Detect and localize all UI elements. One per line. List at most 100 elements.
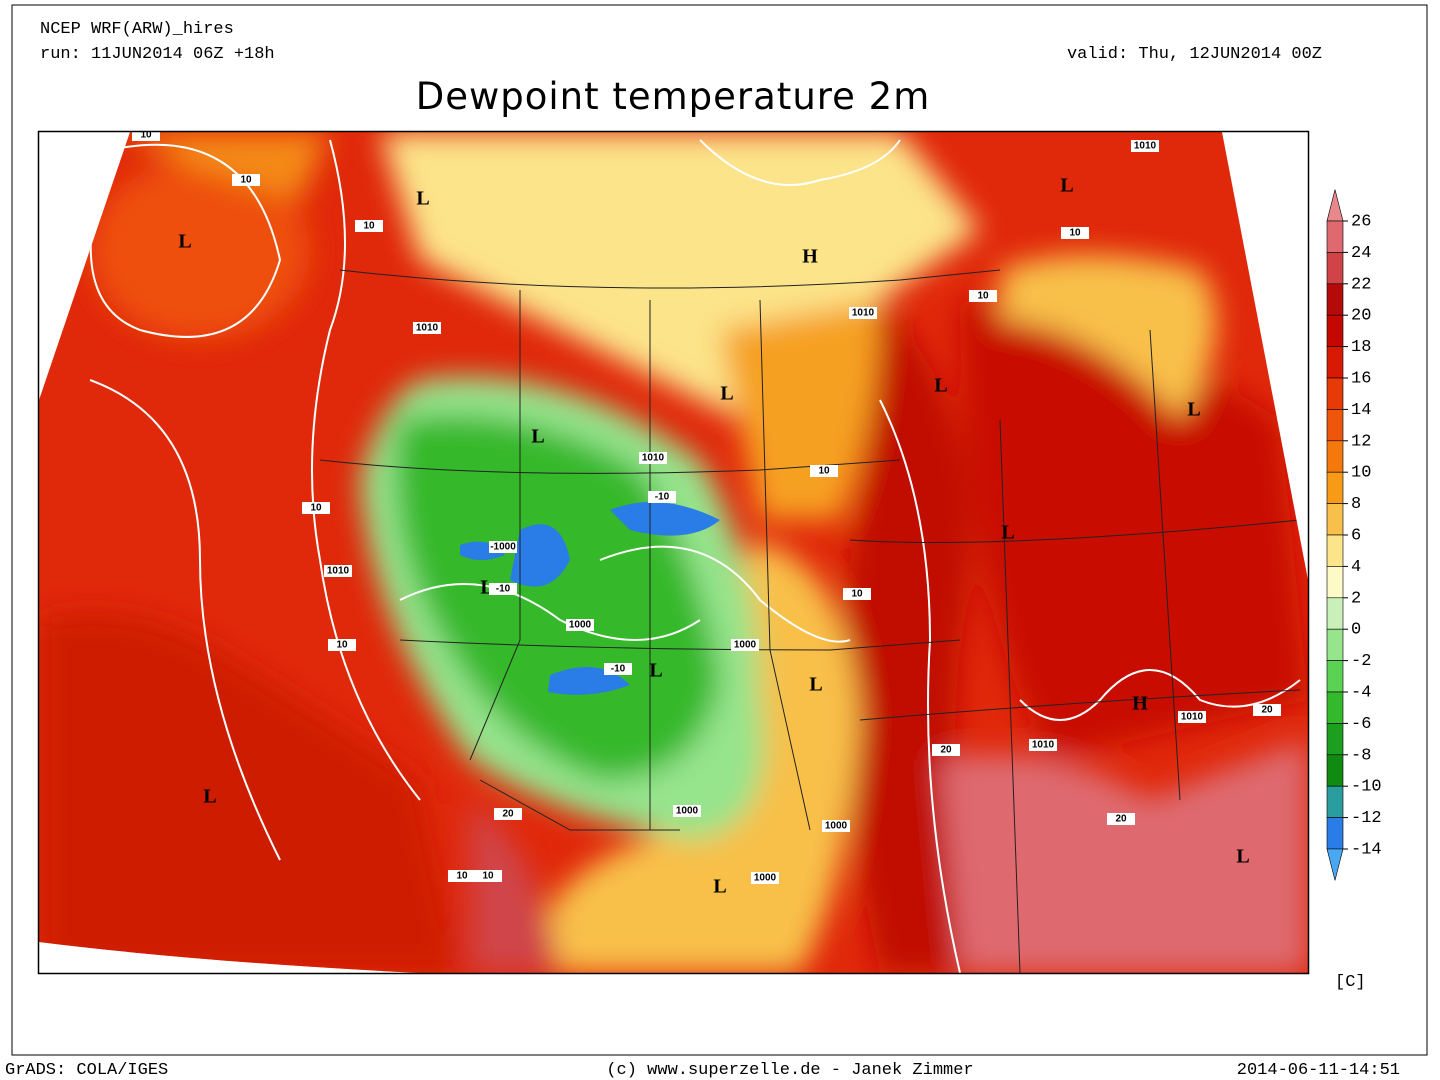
colorbar-bin xyxy=(1326,409,1344,442)
colorbar-label: 16 xyxy=(1351,369,1371,388)
colorbar-bin xyxy=(1326,817,1344,850)
contour-label-bg xyxy=(751,872,779,884)
contour-label: 1010 xyxy=(416,323,439,334)
colorbar-bin xyxy=(1326,785,1344,818)
contour-label: 10 xyxy=(482,871,494,882)
low-dewpoint-area xyxy=(610,502,720,536)
colorbar-bin xyxy=(1326,660,1344,693)
contour-label: 10 xyxy=(336,640,348,651)
colorbar-label: 14 xyxy=(1351,401,1371,420)
contour-label: 1010 xyxy=(327,566,350,577)
contour-label: 1010 xyxy=(1134,141,1157,152)
colorbar-label: -8 xyxy=(1351,746,1371,765)
colorbar-bin xyxy=(1326,252,1344,285)
contour-label: 1010 xyxy=(852,308,875,319)
state-borders xyxy=(319,269,1301,973)
pressure-center: L xyxy=(416,188,429,210)
contour-label-bg xyxy=(489,583,517,595)
colorbar-bin xyxy=(1326,503,1344,536)
colorbar-label: 20 xyxy=(1351,307,1371,326)
colorbar-label: 4 xyxy=(1351,558,1361,577)
contour-label-bg xyxy=(328,639,356,651)
colorbar-bin xyxy=(1326,314,1344,347)
run-time: run: 11JUN2014 06Z +18h xyxy=(40,45,275,64)
pressure-centers: L L H L L L L L L L L L H L L L xyxy=(178,175,1249,898)
contour-label: 1010 xyxy=(1181,712,1204,723)
pressure-center: L xyxy=(178,231,191,253)
field-shading xyxy=(39,132,1308,973)
pressure-center: L xyxy=(934,375,947,397)
contour-label: 20 xyxy=(1261,705,1273,716)
contour-label: -10 xyxy=(655,492,670,503)
pressure-center: L xyxy=(1236,846,1249,868)
pressure-center: L xyxy=(720,383,733,405)
colorbar-bin xyxy=(1326,628,1344,661)
colorbar-label: 26 xyxy=(1351,212,1371,231)
colorbar-label: 2 xyxy=(1351,589,1361,608)
colorbar-bin xyxy=(1326,440,1344,473)
contour-label-bg xyxy=(1029,739,1057,751)
colorbar-label: 12 xyxy=(1351,432,1371,451)
contour-label: 1000 xyxy=(569,620,592,631)
contour-label: 10 xyxy=(818,466,830,477)
contour-label: 1000 xyxy=(754,873,777,884)
low-dewpoint-area xyxy=(510,524,570,587)
contour-label: 10 xyxy=(851,589,863,600)
pressure-center: L xyxy=(649,660,662,682)
contour-label: 10 xyxy=(140,130,152,141)
colorbar-end xyxy=(1326,189,1344,222)
outer-frame xyxy=(11,4,1428,1056)
pressure-center: L xyxy=(1001,522,1014,544)
contour-label-bg xyxy=(932,744,960,756)
footer-center: (c) www.superzelle.de - Janek Zimmer xyxy=(606,1061,973,1080)
contour-label-bg xyxy=(132,132,160,141)
colorbar-bin xyxy=(1326,220,1344,253)
contour-label: -10 xyxy=(496,584,511,595)
isobars xyxy=(89,139,1301,973)
colorbar-bin xyxy=(1326,597,1344,630)
contour-label: 1000 xyxy=(825,821,848,832)
contour-label-bg xyxy=(731,639,759,651)
contour-label: 20 xyxy=(1115,814,1127,825)
unit-label: [C] xyxy=(1335,973,1366,992)
contour-label-bg xyxy=(604,663,632,675)
colorbar-label: 24 xyxy=(1351,244,1371,263)
colorbar-bin xyxy=(1326,566,1344,599)
colorbar-bin xyxy=(1326,723,1344,756)
pressure-center: H xyxy=(1132,693,1148,715)
map-frame xyxy=(37,130,1310,975)
colorbar-label: -14 xyxy=(1351,840,1382,859)
pressure-center: L xyxy=(809,674,822,696)
colorbar-bin xyxy=(1326,283,1344,316)
pressure-center: L xyxy=(203,786,216,808)
contour-labels: 1010101010101010101010101010100010001000… xyxy=(132,130,1281,884)
contour-label: 1000 xyxy=(676,806,699,817)
pressure-center: L xyxy=(531,426,544,448)
contour-label-bg xyxy=(1061,227,1089,239)
contour-label-bg xyxy=(969,290,997,302)
contour-label-bg xyxy=(843,588,871,600)
colorbar-label: 18 xyxy=(1351,338,1371,357)
pressure-center: H xyxy=(802,246,818,268)
colorbar-label: 0 xyxy=(1351,621,1361,640)
colorbar-label: -10 xyxy=(1351,778,1382,797)
contour-label: 20 xyxy=(502,809,514,820)
contour-label-bg xyxy=(1131,140,1159,152)
colorbar-label: 6 xyxy=(1351,526,1361,545)
contour-label-bg xyxy=(413,322,441,334)
contour-label-bg xyxy=(673,805,701,817)
contour-label: 10 xyxy=(240,175,252,186)
colorbar-bin xyxy=(1326,691,1344,724)
contour-label-bg xyxy=(822,820,850,832)
colorbar-label: 8 xyxy=(1351,495,1361,514)
dewpoint-field xyxy=(39,132,1308,973)
model-name: NCEP WRF(ARW)_hires xyxy=(40,20,234,39)
contour-label: 10 xyxy=(363,221,375,232)
contour-label-bg xyxy=(232,174,260,186)
contour-label-bg xyxy=(1253,704,1281,716)
contour-label-bg xyxy=(474,870,502,882)
colorbar-bin xyxy=(1326,377,1344,410)
